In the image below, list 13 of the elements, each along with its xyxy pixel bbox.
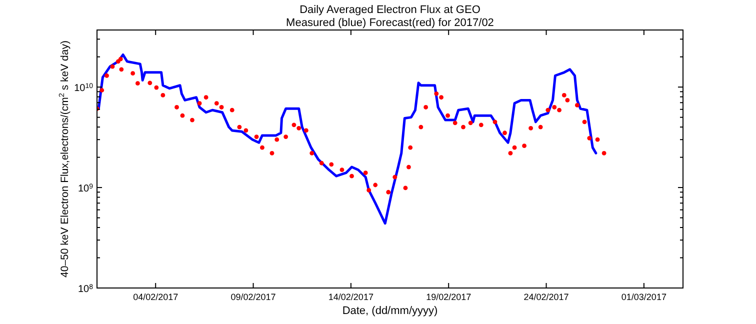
x-axis-title: Date, (dd/mm/yyyy) <box>342 305 438 317</box>
y-tick-label: 10$^{8}$ <box>78 284 94 295</box>
x-tick-label: 24/02/2017 <box>524 292 569 302</box>
x-tick-label: 01/03/2017 <box>621 292 666 302</box>
y-tick-label: 10$^{9}$ <box>78 183 94 195</box>
line-series <box>97 53 598 225</box>
x-tick-label: 19/02/2017 <box>426 292 472 302</box>
chart-subtitle: Measured (blue) Forecast(red) for 2017/02 <box>286 17 494 29</box>
y-tick-label: 10$^{10}$ <box>74 82 94 94</box>
x-tick-label: 14/02/2017 <box>328 292 374 302</box>
x-tick-label: 09/02/2017 <box>230 292 276 302</box>
x-tick-label: 04/02/2017 <box>133 292 178 302</box>
chart-title: Daily Averaged Electron Flux at GEO <box>300 4 481 16</box>
